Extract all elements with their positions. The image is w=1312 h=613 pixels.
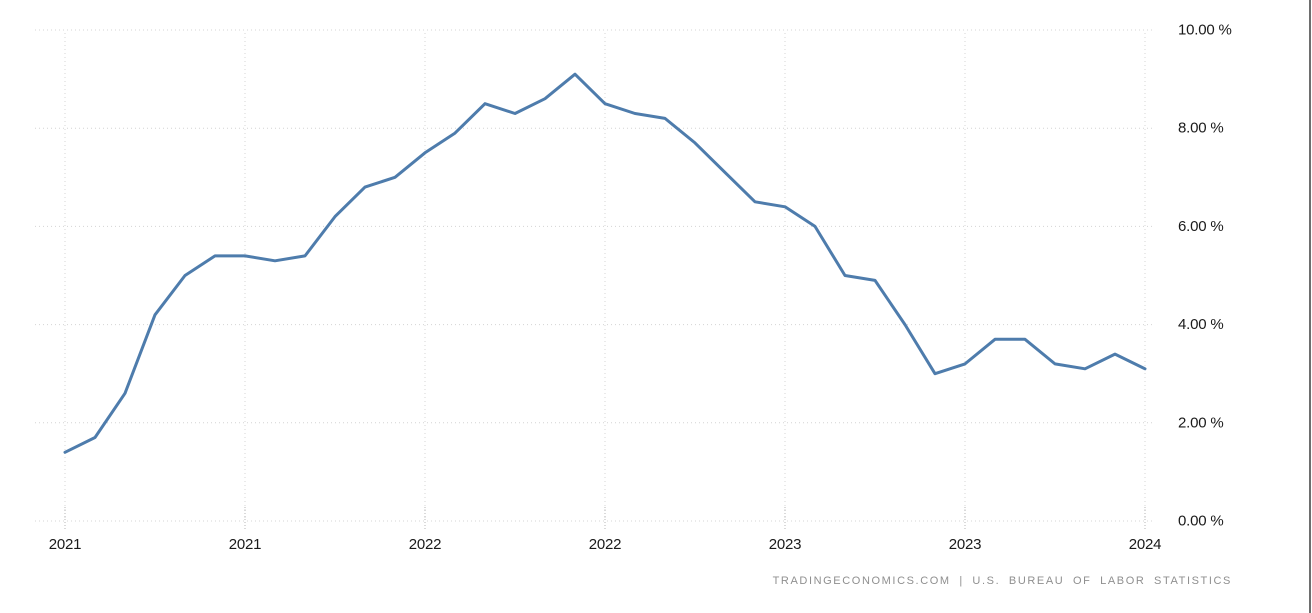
x-tick-label: 2023 <box>949 536 982 553</box>
x-tick-label: 2022 <box>409 536 442 553</box>
y-tick-label: 10.00 % <box>1178 22 1232 39</box>
y-tick-label: 4.00 % <box>1178 316 1224 333</box>
x-tick-label: 2021 <box>49 536 82 553</box>
series-line <box>63 72 1147 454</box>
inflation-rate-line <box>63 72 1147 454</box>
x-axis-labels: 2021 2021 2022 2022 2023 2023 2024 <box>49 536 1162 553</box>
x-tick-label: 2024 <box>1129 536 1162 553</box>
x-tick-label: 2023 <box>769 536 802 553</box>
x-tick-label: 2021 <box>229 536 262 553</box>
h-gridlines <box>35 29 1155 522</box>
y-axis-labels: 10.00 % 8.00 % 6.00 % 4.00 % 2.00 % 0.00 % <box>1178 22 1232 530</box>
y-tick-label: 6.00 % <box>1178 218 1224 235</box>
chart-attribution: TRADINGECONOMICS.COM | U.S. BUREAU OF LA… <box>772 575 1232 587</box>
window-right-border <box>1309 0 1311 613</box>
v-gridlines <box>64 33 1146 521</box>
y-tick-label: 2.00 % <box>1178 414 1224 431</box>
y-tick-label: 8.00 % <box>1178 120 1224 137</box>
y-tick-label: 0.00 % <box>1178 513 1224 530</box>
x-tick-label: 2022 <box>589 536 622 553</box>
x-axis-ticks <box>64 507 1146 529</box>
